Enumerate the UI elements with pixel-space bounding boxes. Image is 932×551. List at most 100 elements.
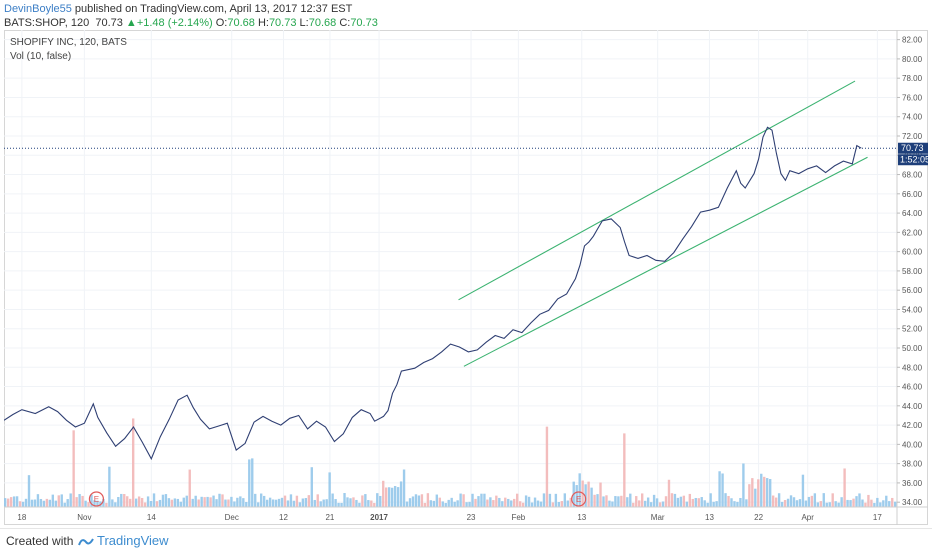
volume-bar — [233, 501, 236, 507]
volume-bar — [367, 500, 370, 507]
x-tick-label: Feb — [511, 513, 525, 522]
volume-bar — [257, 502, 260, 507]
volume-bar — [84, 500, 87, 507]
volume-bar — [724, 493, 727, 507]
volume-bar — [542, 493, 546, 507]
volume-bar — [12, 496, 16, 507]
volume-legend: Vol (10, false) — [10, 51, 71, 62]
volume-bar — [596, 494, 599, 507]
volume-bar — [63, 502, 66, 507]
volume-bar — [873, 502, 876, 507]
volume-bar — [495, 495, 498, 507]
volume-bar — [754, 488, 757, 507]
high-label: H: — [257, 17, 269, 29]
volume-bar — [265, 499, 269, 507]
volume-bar — [623, 433, 626, 507]
volume-bar — [599, 482, 602, 507]
volume-bar — [316, 494, 319, 507]
tradingview-brand-text: TradingView — [97, 533, 169, 548]
volume-bar — [608, 500, 611, 507]
volume-bar — [161, 494, 165, 507]
volume-bar — [230, 496, 233, 507]
x-tick-label: Dec — [225, 513, 239, 522]
volume-bar — [736, 501, 739, 507]
volume-bar — [849, 500, 852, 507]
channel-line[interactable] — [458, 80, 856, 301]
volume-bar — [447, 499, 450, 507]
volume-bar — [763, 476, 766, 507]
channel-line[interactable] — [463, 156, 868, 367]
volume-bar — [239, 496, 242, 507]
y-tick-label: 56.00 — [902, 286, 923, 295]
volume-bar — [346, 497, 349, 507]
volume-bar — [102, 498, 105, 507]
volume-bar — [352, 497, 355, 507]
volume-bar — [560, 501, 564, 507]
tradingview-brand[interactable]: TradingView — [78, 533, 169, 548]
volume-bar — [864, 502, 867, 507]
volume-bar — [179, 501, 182, 507]
volume-bar — [804, 500, 808, 507]
x-tick-label: 13 — [577, 513, 586, 522]
volume-bar — [876, 497, 879, 507]
y-tick-label: 80.00 — [902, 55, 923, 64]
volume-bar — [81, 495, 84, 507]
price-badge-text: 70.73 — [901, 143, 924, 153]
volume-bar — [554, 493, 558, 507]
volume-bar — [292, 500, 296, 507]
volume-bar — [551, 502, 555, 507]
parallel-channel[interactable] — [458, 80, 868, 367]
volume-bar — [396, 487, 400, 507]
grid-lines — [4, 30, 897, 507]
volume-bar — [760, 473, 763, 507]
y-tick-label: 78.00 — [902, 74, 923, 83]
volume-bar — [325, 499, 328, 507]
volume-bar — [164, 494, 168, 507]
volume-bar — [739, 498, 742, 507]
volume-bar — [673, 493, 677, 507]
volume-bar — [629, 493, 632, 507]
volume-bar — [769, 479, 772, 507]
volume-bar — [843, 468, 846, 507]
volume-bar — [251, 458, 254, 507]
y-tick-label: 42.00 — [902, 421, 923, 430]
volume-bar — [691, 498, 694, 507]
price-line[interactable] — [3, 126, 862, 461]
earnings-marker-circle[interactable] — [571, 491, 587, 507]
volume-bar — [140, 497, 144, 507]
y-tick-label: 66.00 — [902, 190, 923, 199]
volume-bar — [569, 497, 572, 507]
volume-bar — [602, 496, 605, 507]
time-axis[interactable]: 18 Nov 14 Dec 12 21 2017 23 Feb 13 Mar 13 22 Apr 17 — [4, 506, 928, 522]
volume-bar — [203, 497, 206, 507]
earnings-marker-circle[interactable] — [88, 491, 105, 507]
volume-bar — [632, 502, 635, 507]
volume-bar — [283, 495, 287, 507]
volume-bar — [429, 500, 433, 507]
volume-bar — [438, 497, 441, 507]
volume-bar — [126, 496, 129, 507]
volume-bar — [432, 500, 436, 507]
volume-bar — [524, 495, 528, 507]
volume-bar — [385, 487, 388, 507]
price-change: +1.48 (+2.14%) — [136, 17, 213, 29]
volume-bar — [477, 496, 480, 507]
volume-bar — [721, 473, 724, 507]
volume-bar — [703, 500, 706, 507]
y-tick-label: 76.00 — [902, 93, 923, 102]
x-tick-label: 22 — [754, 513, 763, 522]
volume-bar — [515, 493, 519, 507]
volume-bar — [587, 481, 590, 507]
volume-bar — [224, 499, 227, 507]
y-tick-label: 74.00 — [902, 113, 923, 122]
volume-bar — [149, 500, 153, 507]
volume-bar — [289, 494, 293, 507]
volume-bar — [364, 494, 367, 507]
high-value: 70.73 — [268, 17, 297, 29]
volume-bar — [227, 499, 230, 507]
author-link[interactable]: DevinBoyle55 — [4, 3, 72, 15]
countdown-badge-text: 1:52:05 — [900, 155, 928, 165]
